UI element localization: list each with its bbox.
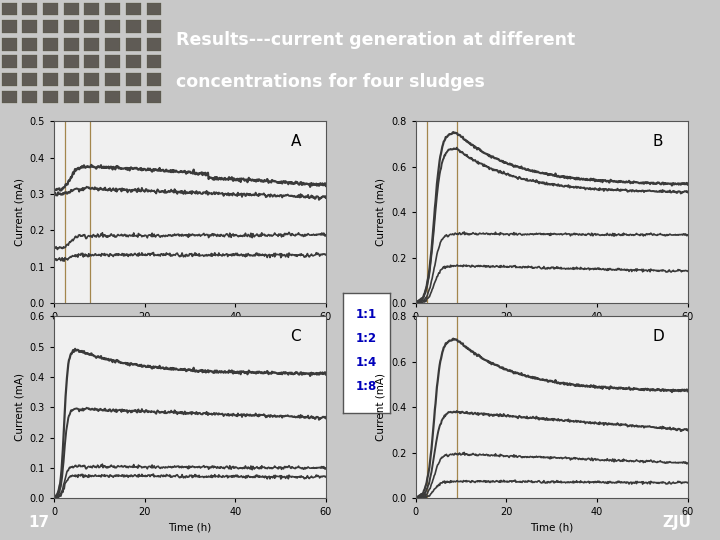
Bar	[147, 38, 161, 51]
Bar	[84, 38, 99, 51]
Bar	[64, 73, 78, 86]
Bar	[84, 3, 99, 16]
Text: concentrations for four sludges: concentrations for four sludges	[176, 73, 485, 91]
Bar	[64, 56, 78, 68]
Bar	[84, 56, 99, 68]
Bar	[1, 56, 17, 68]
Bar	[147, 56, 161, 68]
Bar	[1, 38, 17, 51]
Bar	[64, 38, 78, 51]
Text: A: A	[290, 134, 301, 149]
Text: B: B	[652, 134, 663, 149]
Y-axis label: Current (mA): Current (mA)	[14, 373, 24, 441]
Bar	[43, 91, 58, 103]
Bar	[64, 21, 78, 33]
Y-axis label: Current (mA): Current (mA)	[376, 373, 386, 441]
Y-axis label: Current (mA): Current (mA)	[376, 178, 386, 246]
Text: 17: 17	[29, 515, 50, 530]
Text: D: D	[652, 329, 664, 344]
Text: 1:2: 1:2	[356, 332, 377, 345]
Bar	[64, 91, 78, 103]
Bar	[147, 91, 161, 103]
Bar	[126, 3, 141, 16]
Bar	[22, 21, 37, 33]
Bar	[84, 73, 99, 86]
Bar	[1, 91, 17, 103]
Bar	[105, 91, 120, 103]
Bar	[105, 73, 120, 86]
X-axis label: Time (h): Time (h)	[530, 523, 573, 533]
Bar	[22, 3, 37, 16]
X-axis label: Time (h): Time (h)	[168, 328, 212, 338]
Text: C: C	[290, 329, 301, 344]
Bar	[105, 56, 120, 68]
Bar	[126, 91, 141, 103]
Bar	[147, 21, 161, 33]
Text: 1:4: 1:4	[356, 356, 377, 369]
Bar	[147, 73, 161, 86]
Bar	[105, 38, 120, 51]
Bar	[22, 91, 37, 103]
Bar	[64, 3, 78, 16]
Bar	[105, 3, 120, 16]
Text: ZJU: ZJU	[662, 515, 691, 530]
Bar	[126, 21, 141, 33]
Bar	[43, 56, 58, 68]
Bar	[43, 3, 58, 16]
Bar	[1, 3, 17, 16]
Text: Results---current generation at different: Results---current generation at differen…	[176, 31, 576, 49]
Bar	[84, 91, 99, 103]
Bar	[84, 21, 99, 33]
Bar	[43, 21, 58, 33]
Bar	[22, 73, 37, 86]
Text: 1:1: 1:1	[356, 308, 377, 321]
Text: 1:8: 1:8	[356, 380, 377, 393]
Bar	[126, 73, 141, 86]
X-axis label: Time (h): Time (h)	[168, 523, 212, 533]
Bar	[1, 73, 17, 86]
Bar	[22, 56, 37, 68]
Bar	[1, 21, 17, 33]
Bar	[43, 38, 58, 51]
Bar	[147, 3, 161, 16]
Bar	[43, 73, 58, 86]
X-axis label: Time (h): Time (h)	[530, 328, 573, 338]
Bar	[22, 38, 37, 51]
Bar	[126, 38, 141, 51]
Bar	[126, 56, 141, 68]
Y-axis label: Current (mA): Current (mA)	[14, 178, 24, 246]
Bar	[105, 21, 120, 33]
